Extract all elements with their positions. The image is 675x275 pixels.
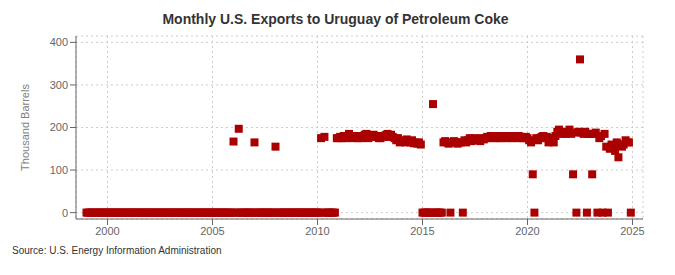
- svg-text:2000: 2000: [95, 225, 119, 237]
- svg-text:2010: 2010: [305, 225, 329, 237]
- svg-text:100: 100: [50, 164, 68, 176]
- svg-text:400: 400: [50, 36, 68, 48]
- svg-text:300: 300: [50, 79, 68, 91]
- svg-text:2005: 2005: [200, 225, 224, 237]
- html-text:Monthly U.S. Exports to Urugua: Monthly U.S. Exports to Uruguay of Petro…: [162, 11, 509, 27]
- svg-text:2015: 2015: [410, 225, 434, 237]
- html-text:Source: U.S. Energy Informatio: Source: U.S. Energy Information Administ…: [12, 245, 222, 256]
- svg-text:2020: 2020: [515, 225, 539, 237]
- svg-text:0: 0: [62, 207, 68, 219]
- svg-text:2025: 2025: [620, 225, 644, 237]
- svg-text:200: 200: [50, 121, 68, 133]
- svg-text:Thousand Barrels: Thousand Barrels: [19, 84, 31, 171]
